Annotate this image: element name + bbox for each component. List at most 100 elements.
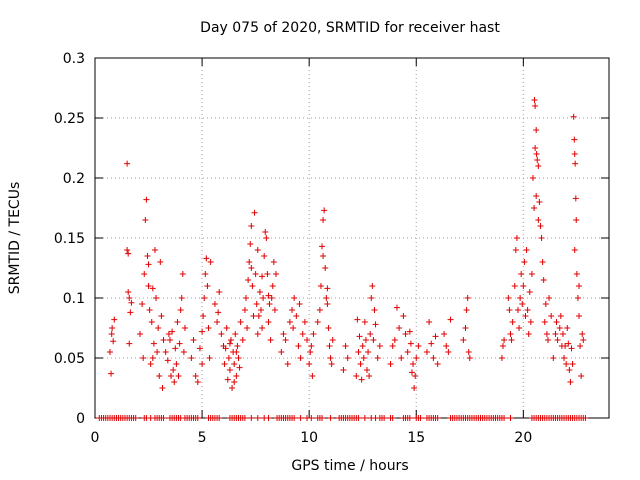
data-point bbox=[196, 345, 203, 352]
data-point bbox=[216, 289, 223, 295]
data-point bbox=[268, 295, 275, 301]
data-point bbox=[141, 271, 148, 277]
data-point bbox=[297, 415, 304, 421]
data-point bbox=[269, 283, 276, 289]
y-axis-label: SRMTID / TECUs bbox=[7, 182, 23, 295]
data-point bbox=[145, 283, 152, 289]
data-point bbox=[413, 355, 420, 361]
axis-tick-labels: 0 5 10 15 20 0 0.05 0.1 0.15 0.2 0.25 0.3 bbox=[54, 51, 532, 446]
data-point bbox=[289, 307, 296, 313]
data-point bbox=[125, 289, 132, 295]
data-point bbox=[361, 415, 368, 421]
data-point bbox=[356, 333, 363, 340]
data-point bbox=[149, 355, 156, 361]
data-point bbox=[108, 331, 115, 337]
data-point bbox=[499, 343, 506, 349]
data-point bbox=[406, 415, 413, 421]
data-point bbox=[443, 343, 450, 349]
data-point bbox=[572, 195, 579, 202]
data-point bbox=[573, 217, 580, 223]
data-point bbox=[506, 307, 513, 313]
data-point bbox=[308, 415, 315, 421]
data-point bbox=[254, 247, 261, 253]
data-point bbox=[326, 343, 333, 349]
data-point bbox=[143, 196, 150, 203]
data-point bbox=[194, 379, 201, 385]
scatter-points bbox=[96, 97, 589, 421]
data-point bbox=[160, 337, 167, 343]
data-point bbox=[576, 313, 583, 319]
data-point bbox=[533, 127, 540, 133]
data-point bbox=[231, 361, 238, 367]
data-point bbox=[124, 160, 131, 167]
data-point bbox=[206, 355, 213, 361]
data-point bbox=[260, 295, 267, 301]
data-point bbox=[127, 309, 134, 316]
data-point bbox=[535, 163, 542, 169]
data-point bbox=[367, 331, 374, 337]
data-point bbox=[253, 301, 260, 307]
data-point bbox=[535, 217, 542, 223]
data-point bbox=[126, 340, 133, 347]
data-point bbox=[434, 415, 441, 421]
data-point bbox=[233, 373, 240, 379]
data-point bbox=[307, 349, 314, 355]
data-point bbox=[145, 261, 152, 268]
data-point bbox=[248, 415, 255, 421]
data-point bbox=[155, 325, 162, 331]
y-tick-label: 0.05 bbox=[54, 351, 85, 367]
axis-ticks bbox=[94, 57, 609, 419]
data-point bbox=[249, 283, 256, 289]
data-point bbox=[410, 361, 417, 367]
data-point bbox=[564, 325, 571, 331]
data-point bbox=[563, 361, 570, 367]
data-point bbox=[460, 337, 467, 343]
data-point bbox=[358, 376, 365, 383]
data-point bbox=[548, 313, 555, 319]
data-point bbox=[505, 295, 512, 301]
data-point bbox=[140, 355, 147, 361]
data-point bbox=[325, 325, 332, 331]
data-point bbox=[314, 319, 321, 325]
data-point bbox=[396, 325, 403, 331]
data-point bbox=[254, 415, 261, 421]
data-point bbox=[501, 415, 508, 421]
data-point bbox=[222, 345, 229, 352]
data-point bbox=[181, 325, 188, 331]
data-point bbox=[527, 319, 534, 325]
data-point bbox=[553, 319, 560, 325]
data-point bbox=[344, 355, 351, 361]
data-point bbox=[272, 271, 279, 277]
data-point bbox=[462, 325, 469, 331]
data-point bbox=[159, 385, 166, 391]
data-point bbox=[578, 373, 585, 379]
data-point bbox=[256, 289, 263, 295]
data-point bbox=[148, 319, 155, 325]
data-point bbox=[226, 340, 233, 347]
data-point bbox=[207, 259, 214, 265]
data-point bbox=[110, 338, 117, 345]
data-point bbox=[533, 151, 540, 157]
data-point bbox=[286, 319, 293, 325]
data-point bbox=[538, 235, 545, 241]
data-point bbox=[508, 337, 515, 343]
data-point bbox=[108, 370, 115, 377]
data-point bbox=[194, 415, 201, 421]
data-point bbox=[280, 331, 287, 337]
data-point bbox=[232, 331, 239, 337]
data-point bbox=[391, 337, 398, 343]
data-point bbox=[252, 271, 259, 277]
data-point bbox=[226, 367, 233, 373]
data-point bbox=[128, 299, 135, 306]
data-point bbox=[231, 379, 238, 385]
data-point bbox=[170, 367, 177, 373]
data-point bbox=[355, 349, 362, 355]
data-point bbox=[363, 367, 370, 373]
data-point bbox=[513, 235, 520, 241]
data-point bbox=[308, 343, 315, 349]
data-point bbox=[465, 349, 472, 355]
y-tick-label: 0 bbox=[76, 411, 85, 427]
data-point bbox=[571, 247, 578, 253]
data-point bbox=[536, 199, 543, 205]
data-point bbox=[580, 337, 587, 343]
